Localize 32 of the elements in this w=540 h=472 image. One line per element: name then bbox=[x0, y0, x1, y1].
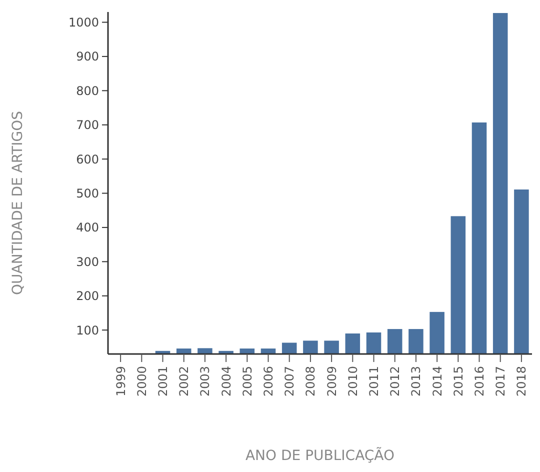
x-tick-label: 2014 bbox=[430, 366, 444, 397]
x-tick-label: 2016 bbox=[472, 366, 486, 397]
x-tick-label: 2008 bbox=[304, 366, 318, 397]
x-tick-label: 2004 bbox=[219, 366, 234, 397]
x-tick-label: 2006 bbox=[261, 366, 276, 397]
y-tick-label: 600 bbox=[76, 152, 99, 166]
y-tick-label: 300 bbox=[76, 254, 99, 269]
x-tick-label: 2010 bbox=[346, 366, 360, 397]
x-tick-label: 2012 bbox=[388, 366, 402, 397]
x-tick-label: 2009 bbox=[324, 366, 339, 397]
x-tick-label: 2013 bbox=[409, 366, 424, 397]
x-tick-label: 2000 bbox=[134, 366, 149, 397]
y-tick-label: 200 bbox=[76, 289, 99, 304]
x-tick-label: 2005 bbox=[240, 366, 254, 397]
x-tick-label: 2007 bbox=[282, 366, 297, 397]
y-tick-label: 400 bbox=[76, 220, 99, 235]
y-tick-label: 100 bbox=[76, 323, 99, 338]
y-axis-title: QUANTIDADE DE ARTIGOS bbox=[10, 110, 26, 295]
x-tick-label: 1999 bbox=[114, 366, 128, 397]
y-tick-label: 800 bbox=[76, 84, 99, 98]
x-tick-label: 2001 bbox=[156, 366, 170, 397]
x-tick-label: 2011 bbox=[366, 366, 381, 397]
y-tick-label: 900 bbox=[76, 50, 99, 64]
x-tick-label: 2018 bbox=[514, 366, 529, 397]
x-tick-label: 2015 bbox=[451, 366, 466, 397]
x-tick-label: 2003 bbox=[198, 366, 212, 397]
x-tick-label: 2002 bbox=[177, 366, 192, 397]
x-tick-label: 2017 bbox=[494, 366, 508, 397]
x-axis-title: ANO DE PUBLICAÇÃO bbox=[245, 447, 395, 464]
y-tick-label: 500 bbox=[76, 186, 99, 200]
y-tick-label: 1000 bbox=[68, 15, 99, 30]
y-tick-label: 700 bbox=[76, 118, 99, 132]
